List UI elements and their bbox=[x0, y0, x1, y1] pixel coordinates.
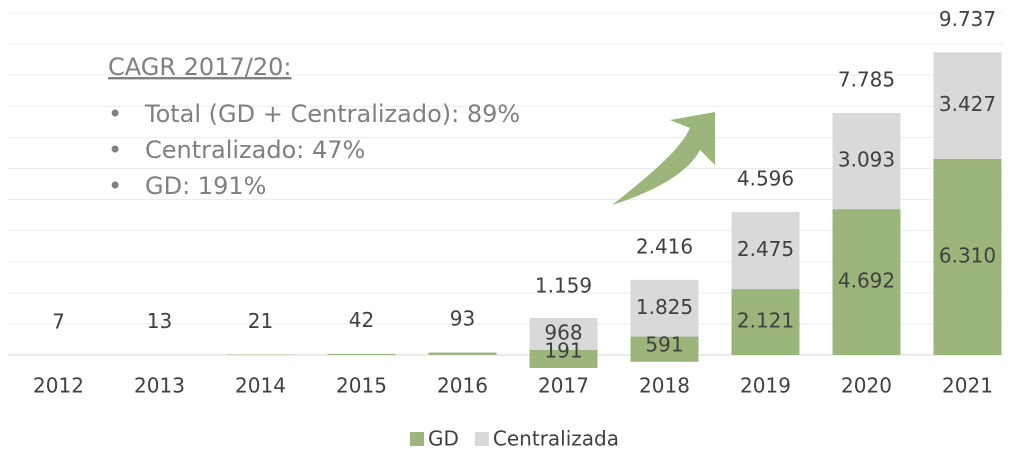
total-label: 7 bbox=[52, 309, 65, 333]
total-label: 13 bbox=[147, 309, 172, 333]
data-label: 3.427 bbox=[939, 92, 996, 116]
x-tick-label: 2015 bbox=[336, 374, 387, 398]
data-label-box bbox=[529, 318, 598, 351]
data-label: 2.475 bbox=[737, 237, 794, 261]
x-tick-label: 2020 bbox=[841, 374, 892, 398]
data-label: 6.310 bbox=[939, 243, 996, 267]
x-tick-label: 2014 bbox=[235, 374, 286, 398]
data-label-box bbox=[832, 266, 901, 299]
x-tick-label: 2013 bbox=[134, 374, 185, 398]
bullet: • bbox=[108, 136, 122, 164]
data-label: 191 bbox=[544, 339, 582, 363]
total-label: 1.159 bbox=[535, 273, 592, 297]
bullet: • bbox=[108, 100, 122, 128]
total-label: 4.596 bbox=[737, 167, 794, 191]
annotation-title: CAGR 2017/20: bbox=[108, 53, 291, 81]
x-tick-label: 2017 bbox=[538, 374, 589, 398]
annotation-item: Total (GD + Centralizado): 89% bbox=[144, 100, 520, 128]
data-label-box bbox=[630, 292, 699, 325]
bar-segment bbox=[327, 354, 396, 355]
total-label: 93 bbox=[450, 307, 475, 331]
bars bbox=[24, 52, 1002, 369]
legend-swatch bbox=[474, 432, 489, 446]
total-label: 21 bbox=[248, 309, 273, 333]
bar-segment bbox=[428, 352, 497, 353]
x-tick-label: 2016 bbox=[437, 374, 488, 398]
data-label-box bbox=[731, 306, 800, 339]
x-tick-label: 2019 bbox=[740, 374, 791, 398]
total-label: 42 bbox=[349, 308, 374, 332]
total-label: 7.785 bbox=[838, 67, 895, 91]
data-label-box bbox=[933, 89, 1002, 122]
legend-label: Centralizada bbox=[493, 427, 619, 451]
total-label: 2.416 bbox=[636, 234, 693, 258]
legend-label: GD bbox=[428, 427, 459, 451]
total-label: 9.737 bbox=[939, 7, 996, 31]
legend-swatch bbox=[410, 432, 424, 446]
data-label: 968 bbox=[544, 321, 582, 345]
x-tick-label: 2018 bbox=[639, 374, 690, 398]
data-label-box bbox=[933, 240, 1002, 273]
annotation-item: GD: 191% bbox=[145, 172, 266, 200]
data-label-box bbox=[731, 234, 800, 267]
bullet: • bbox=[108, 172, 122, 200]
annotation-item: Centralizado: 47% bbox=[145, 136, 365, 164]
x-tick-label: 2021 bbox=[942, 374, 993, 398]
x-tick-label: 2012 bbox=[33, 374, 84, 398]
data-label: 3.093 bbox=[838, 148, 895, 172]
bar-segment bbox=[428, 352, 497, 355]
data-label-box bbox=[832, 145, 901, 178]
growth-arrow bbox=[612, 112, 715, 205]
data-label: 2.121 bbox=[737, 309, 794, 333]
data-label: 4.692 bbox=[838, 269, 895, 293]
data-label: 591 bbox=[645, 332, 683, 356]
data-label: 1.825 bbox=[636, 295, 693, 319]
